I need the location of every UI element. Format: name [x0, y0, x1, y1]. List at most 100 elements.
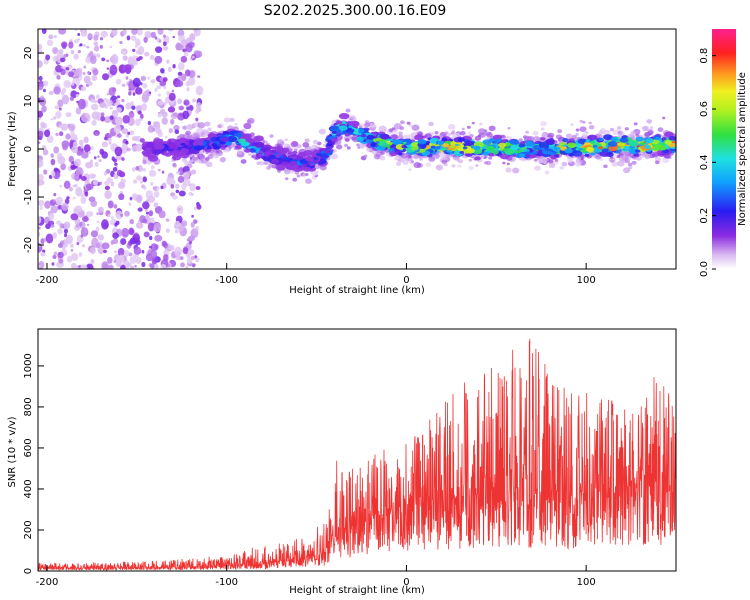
heatmap-cell	[167, 29, 174, 32]
heatmap-cell	[465, 147, 475, 154]
heatmap-cell	[161, 117, 168, 125]
heatmap-cell	[174, 220, 180, 226]
heatmap-cell	[189, 33, 196, 42]
heatmap-cell	[121, 227, 130, 238]
heatmap-cell	[479, 132, 486, 138]
heatmap-cell	[192, 140, 203, 147]
heatmap-cell	[588, 121, 592, 125]
heatmap-cell	[44, 129, 51, 138]
heatmap-cell	[134, 264, 137, 268]
heatmap-cell	[38, 173, 44, 182]
heatmap-cell	[251, 142, 258, 147]
heatmap-cell	[590, 140, 597, 145]
heatmap-cell	[74, 29, 78, 32]
heatmap-cell	[190, 255, 196, 261]
heatmap-cell	[411, 136, 415, 140]
heatmap-cell	[565, 133, 572, 139]
heatmap-cell	[81, 244, 86, 248]
heatmap-cell	[38, 199, 45, 207]
heatmap-cell	[220, 146, 226, 150]
heatmap-cell	[462, 146, 468, 150]
heatmap-cell	[609, 128, 615, 132]
heatmap-cell	[485, 145, 495, 152]
heatmap-cell	[143, 36, 148, 43]
heatmap-cell	[185, 266, 189, 269]
heatmap-cell	[172, 162, 177, 167]
heatmap-cell	[633, 122, 638, 126]
heatmap-cell	[150, 31, 156, 39]
colorbar-tick-label: 0.4	[699, 154, 710, 170]
heatmap-cell	[507, 127, 511, 130]
heatmap-cell	[135, 105, 143, 112]
heatmap-cell	[107, 264, 114, 269]
heatmap-cell	[43, 88, 46, 93]
heatmap-cell	[467, 131, 472, 135]
heatmap-cell	[128, 110, 135, 119]
colorbar-ticks: 0.0 0.2 0.4 0.6 0.8	[699, 48, 716, 277]
heatmap-cell	[603, 134, 613, 141]
heatmap-cell	[177, 175, 185, 183]
heatmap-cell	[646, 119, 653, 124]
heatmap-cell	[99, 181, 103, 185]
heatmap-cell	[62, 143, 68, 151]
heatmap-cell	[75, 107, 82, 115]
heatmap-cell	[449, 145, 455, 149]
heatmap-cell	[176, 250, 181, 257]
heatmap-cell	[148, 169, 157, 177]
heatmap-cell	[127, 262, 132, 267]
heatmap-cell	[590, 152, 596, 156]
heatmap-cell	[180, 142, 186, 146]
heatmap-cell	[515, 150, 521, 154]
heatmap-cell	[534, 165, 541, 171]
heatmap-cell	[71, 252, 79, 261]
heatmap-cell	[80, 145, 84, 149]
heatmap-cell	[459, 150, 465, 154]
heatmap-cell	[38, 135, 43, 141]
snr-panel: -200 -100 0 100 0 200 400 600 800 1000 Height of…	[7, 328, 677, 596]
heatmap-cell	[109, 64, 118, 76]
heatmap-cell	[468, 158, 473, 162]
heatmap-cell	[349, 115, 356, 120]
heatmap-cell	[107, 213, 111, 218]
heatmap-cell	[80, 30, 86, 37]
heatmap-cell	[288, 155, 293, 159]
heatmap-cell	[93, 129, 100, 136]
heatmap-cell	[411, 146, 419, 151]
heatmap-cell	[144, 51, 150, 57]
heatmap-cell	[72, 196, 76, 200]
heatmap-cell	[540, 137, 546, 141]
heatmap-cell	[292, 177, 298, 182]
heatmap-cell	[645, 137, 654, 144]
heatmap-cell	[151, 165, 155, 170]
heatmap-cell	[75, 224, 80, 228]
heatmap-cell	[121, 49, 127, 55]
heatmap-cell	[437, 140, 445, 145]
heatmap-cell	[43, 169, 48, 175]
heatmap-cell	[133, 246, 142, 255]
heatmap-cell	[628, 140, 639, 147]
heatmap-cell	[92, 179, 99, 186]
heatmap-cell	[254, 135, 264, 142]
heatmap-cell	[150, 182, 154, 186]
heatmap-cell	[302, 142, 310, 148]
heatmap-cell	[97, 155, 100, 158]
heatmap-cell	[411, 124, 420, 131]
heatmap-cell	[60, 123, 68, 131]
heatmap-cell	[91, 201, 94, 205]
heatmap-cell	[474, 156, 481, 161]
heatmap-cell	[410, 160, 414, 163]
colorbar-tick-label: 0.8	[699, 48, 710, 64]
heatmap-cell	[56, 200, 61, 205]
heatmap-cell	[616, 126, 622, 130]
heatmap-cell	[366, 147, 372, 152]
heatmap-cell	[510, 139, 520, 145]
heatmap-cell	[623, 145, 630, 150]
heatmap-cell	[197, 160, 202, 164]
heatmap-cell	[183, 178, 191, 187]
colorbar-gradient	[712, 29, 736, 269]
heatmap-cell	[167, 66, 172, 73]
heatmap-cell	[83, 136, 89, 144]
heatmap-cell	[157, 112, 162, 118]
heatmap-cell	[304, 173, 309, 176]
heatmap-cell	[178, 224, 184, 232]
